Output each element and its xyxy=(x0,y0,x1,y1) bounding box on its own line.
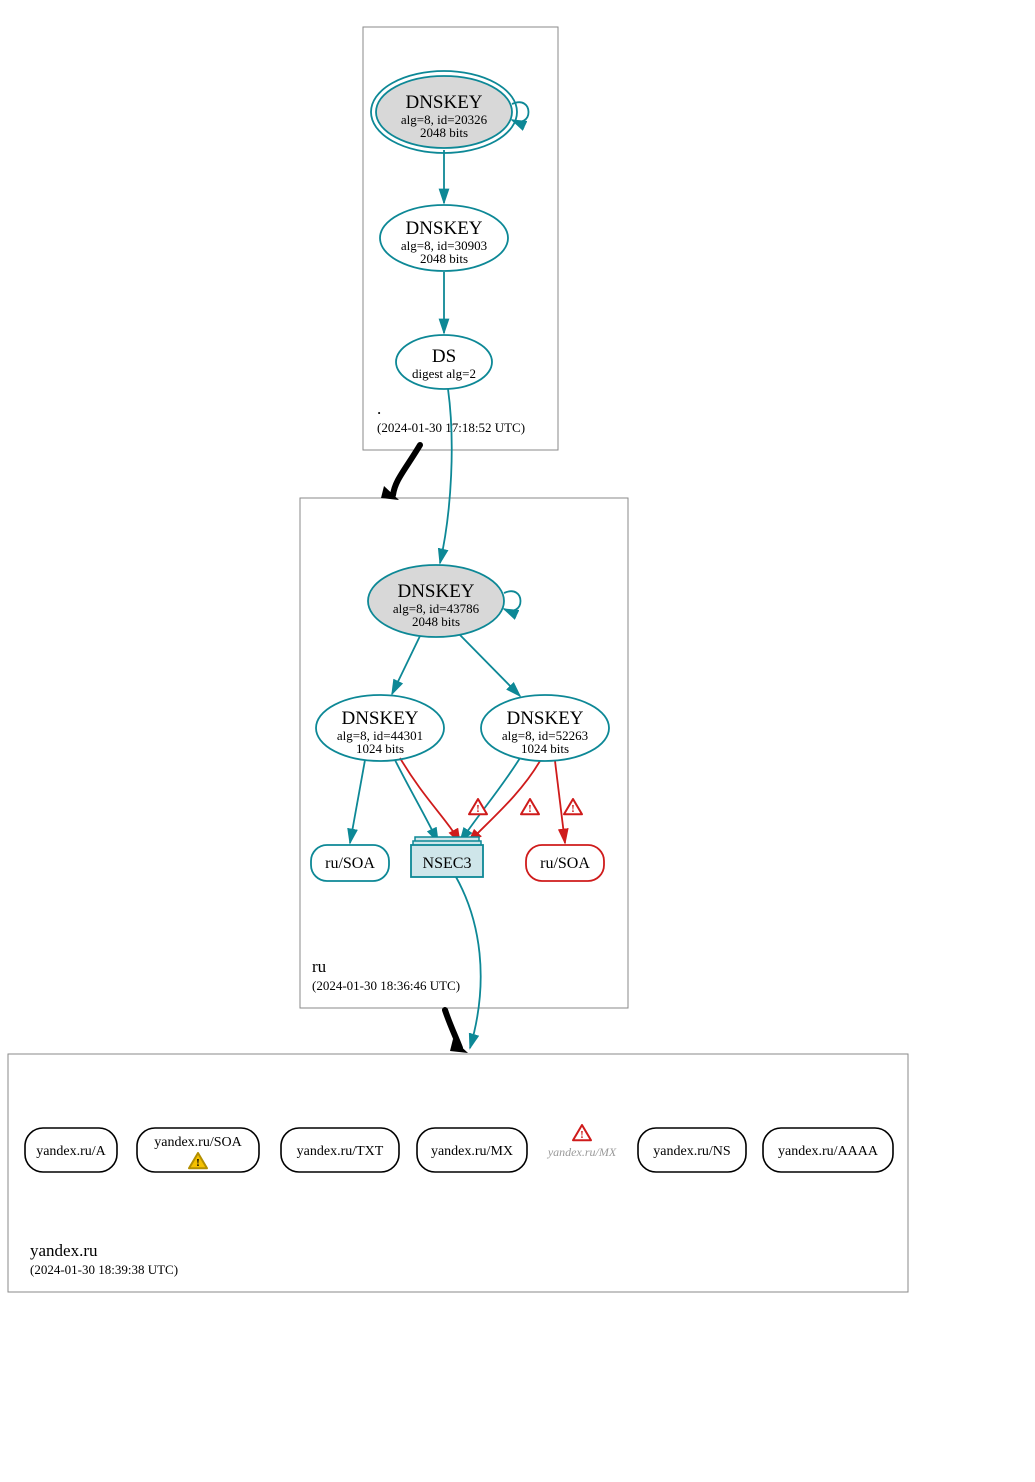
svg-text:!: ! xyxy=(580,1129,584,1141)
rrset: yandex.ru/MX xyxy=(417,1128,527,1172)
node-n9: NSEC3 xyxy=(411,837,483,877)
zone-timestamp: (2024-01-30 18:39:38 UTC) xyxy=(30,1262,178,1277)
node-n6: DNSKEYalg=8, id=522631024 bits xyxy=(481,695,609,761)
rrset: ! yandex.ru/MX xyxy=(547,1125,617,1159)
edge xyxy=(395,760,438,842)
zone-label: . xyxy=(377,399,381,418)
node-text: 1024 bits xyxy=(356,741,404,756)
edge xyxy=(392,636,420,694)
rrset-label: yandex.ru/MX xyxy=(431,1144,513,1159)
edge xyxy=(555,761,565,843)
zone-label: ru xyxy=(312,957,327,976)
node-n5: DNSKEYalg=8, id=443011024 bits xyxy=(316,695,444,761)
warning-icon: ! xyxy=(564,799,582,815)
rrset-label: yandex.ru/MX xyxy=(547,1145,617,1159)
delegation-edge xyxy=(381,445,420,500)
node-n7: ru/SOA xyxy=(311,845,389,881)
rrset-label: yandex.ru/TXT xyxy=(297,1144,384,1159)
node-text: NSEC3 xyxy=(423,855,472,872)
edge xyxy=(440,389,452,563)
node-text: DNSKEY xyxy=(397,581,474,602)
rrset: yandex.ru/AAAA xyxy=(763,1128,893,1172)
zone-timestamp: (2024-01-30 18:36:46 UTC) xyxy=(312,978,460,993)
node-text: ru/SOA xyxy=(325,855,375,872)
node-n2: DNSKEYalg=8, id=309032048 bits xyxy=(380,205,508,271)
edge xyxy=(350,760,365,843)
svg-text:!: ! xyxy=(196,1157,200,1169)
node-text: DNSKEY xyxy=(506,708,583,729)
zone-yandex: yandex.ru (2024-01-30 18:39:38 UTC) xyxy=(8,1054,908,1292)
edge xyxy=(400,758,460,843)
node-text: DNSKEY xyxy=(405,92,482,113)
rrset-label: yandex.ru/AAAA xyxy=(778,1144,879,1159)
rrset-label: yandex.ru/A xyxy=(36,1144,106,1159)
rrset: yandex.ru/NS xyxy=(638,1128,746,1172)
zone-label: yandex.ru xyxy=(30,1241,98,1260)
node-text: DNSKEY xyxy=(341,708,418,729)
rrset-label: yandex.ru/NS xyxy=(653,1144,730,1159)
node-text: digest alg=2 xyxy=(412,366,476,381)
node-text: 2048 bits xyxy=(420,251,468,266)
rrset-label: yandex.ru/SOA xyxy=(154,1135,242,1150)
node-n3: DSdigest alg=2 xyxy=(396,335,492,389)
node-n1: DNSKEYalg=8, id=203262048 bits xyxy=(371,71,529,153)
svg-text:!: ! xyxy=(476,803,480,815)
edge xyxy=(456,877,481,1048)
rrset: yandex.ru/TXT xyxy=(281,1128,399,1172)
warning-icon: ! xyxy=(521,799,539,815)
node-text: 2048 bits xyxy=(420,125,468,140)
warning-icon: ! xyxy=(573,1125,591,1141)
svg-text:!: ! xyxy=(528,803,532,815)
warning-icon: ! xyxy=(189,1153,207,1169)
node-text: DS xyxy=(432,346,456,367)
svg-text:!: ! xyxy=(571,803,575,815)
rrset: yandex.ru/A xyxy=(25,1128,117,1172)
node-n8: ru/SOA xyxy=(526,845,604,881)
node-text: 2048 bits xyxy=(412,614,460,629)
node-text: 1024 bits xyxy=(521,741,569,756)
node-text: ru/SOA xyxy=(540,855,590,872)
node-text: DNSKEY xyxy=(405,218,482,239)
node-n4: DNSKEYalg=8, id=437862048 bits xyxy=(368,565,521,637)
rrset: yandex.ru/SOA! xyxy=(137,1128,259,1172)
delegation-edge xyxy=(445,1010,468,1053)
edge xyxy=(460,635,520,696)
